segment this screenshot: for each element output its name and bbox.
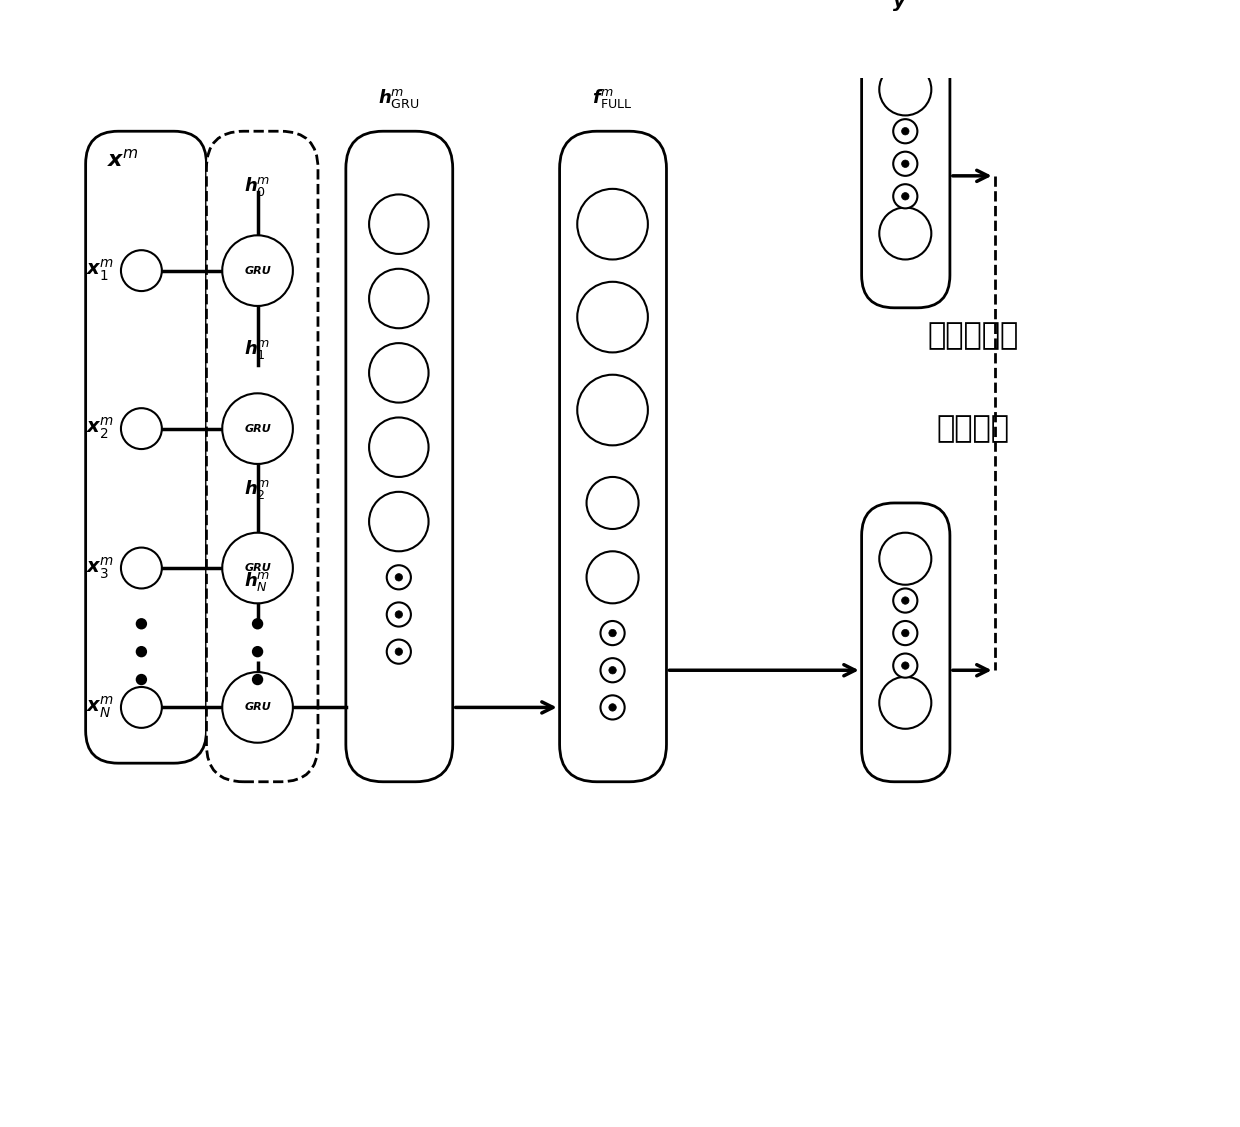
Circle shape: [136, 619, 146, 629]
Text: $\hat{\boldsymbol{y}}^m$: $\hat{\boldsymbol{y}}^m$: [892, 0, 919, 15]
Circle shape: [232, 245, 284, 296]
Text: $\boldsymbol{x}_{1}^{m}$: $\boldsymbol{x}_{1}^{m}$: [86, 258, 114, 283]
Circle shape: [600, 621, 625, 645]
Circle shape: [370, 343, 429, 402]
Circle shape: [600, 695, 625, 719]
FancyBboxPatch shape: [86, 131, 206, 763]
Circle shape: [893, 654, 918, 677]
Circle shape: [578, 282, 647, 353]
Text: GRU: GRU: [244, 702, 270, 712]
Circle shape: [893, 588, 918, 613]
Circle shape: [901, 662, 909, 669]
Text: GRU: GRU: [244, 266, 270, 276]
Circle shape: [587, 551, 639, 603]
Circle shape: [609, 629, 616, 637]
FancyBboxPatch shape: [862, 503, 950, 782]
Text: 损失函数: 损失函数: [936, 414, 1009, 443]
Circle shape: [222, 672, 293, 743]
Circle shape: [387, 603, 410, 627]
Circle shape: [122, 408, 162, 449]
FancyBboxPatch shape: [206, 131, 317, 782]
Circle shape: [370, 268, 429, 328]
Circle shape: [136, 647, 146, 656]
Circle shape: [901, 160, 909, 168]
Text: $\boldsymbol{h}_{0}^{m}$: $\boldsymbol{h}_{0}^{m}$: [244, 176, 270, 198]
FancyBboxPatch shape: [862, 29, 950, 308]
Text: $\boldsymbol{h}_{N}^{m}$: $\boldsymbol{h}_{N}^{m}$: [244, 570, 270, 594]
Text: GRU: GRU: [244, 564, 270, 573]
Circle shape: [600, 658, 625, 682]
Circle shape: [370, 195, 429, 254]
Circle shape: [901, 193, 909, 199]
FancyBboxPatch shape: [559, 131, 666, 782]
Text: GRU: GRU: [244, 424, 270, 434]
Circle shape: [253, 619, 262, 629]
Circle shape: [241, 411, 274, 445]
Circle shape: [396, 648, 403, 656]
Circle shape: [893, 119, 918, 143]
Circle shape: [222, 533, 293, 603]
Circle shape: [370, 491, 429, 551]
Circle shape: [241, 254, 274, 287]
Circle shape: [387, 566, 410, 589]
Circle shape: [370, 417, 429, 477]
Text: $\boldsymbol{h}_{1}^{m}$: $\boldsymbol{h}_{1}^{m}$: [244, 338, 270, 361]
Circle shape: [893, 152, 918, 176]
Circle shape: [222, 236, 293, 305]
Text: $\boldsymbol{x}_{N}^{m}$: $\boldsymbol{x}_{N}^{m}$: [86, 694, 114, 720]
Circle shape: [587, 477, 639, 529]
Text: $\boldsymbol{x}^m$: $\boldsymbol{x}^m$: [107, 148, 139, 170]
Circle shape: [396, 574, 403, 582]
Text: $\boldsymbol{h}_{2}^{m}$: $\boldsymbol{h}_{2}^{m}$: [244, 478, 270, 500]
Circle shape: [122, 250, 162, 291]
Text: $\boldsymbol{x}_{3}^{m}$: $\boldsymbol{x}_{3}^{m}$: [86, 556, 114, 580]
Circle shape: [893, 621, 918, 645]
Text: $\boldsymbol{x}_{2}^{m}$: $\boldsymbol{x}_{2}^{m}$: [86, 416, 114, 442]
Circle shape: [232, 682, 284, 734]
Circle shape: [387, 640, 410, 664]
Circle shape: [893, 184, 918, 208]
Circle shape: [136, 675, 146, 684]
Circle shape: [901, 127, 909, 135]
Circle shape: [122, 687, 162, 728]
Circle shape: [578, 189, 647, 259]
Circle shape: [241, 551, 274, 585]
Circle shape: [232, 542, 284, 594]
Circle shape: [901, 629, 909, 637]
Circle shape: [879, 207, 931, 259]
Circle shape: [578, 374, 647, 445]
Circle shape: [222, 393, 293, 464]
Text: 适应性校正: 适应性校正: [928, 321, 1019, 350]
FancyBboxPatch shape: [346, 131, 453, 782]
Circle shape: [879, 533, 931, 585]
Circle shape: [253, 675, 262, 684]
Circle shape: [253, 647, 262, 656]
Circle shape: [396, 611, 403, 619]
Text: $\boldsymbol{h}_{\mathrm{GRU}}^m$: $\boldsymbol{h}_{\mathrm{GRU}}^m$: [378, 87, 419, 110]
Circle shape: [609, 703, 616, 711]
Circle shape: [232, 402, 284, 454]
Circle shape: [241, 691, 274, 725]
Circle shape: [879, 676, 931, 729]
Circle shape: [879, 63, 931, 115]
Circle shape: [901, 597, 909, 604]
Circle shape: [122, 548, 162, 588]
Text: $\boldsymbol{f}_{\mathrm{FULL}}^m$: $\boldsymbol{f}_{\mathrm{FULL}}^m$: [593, 87, 632, 110]
Circle shape: [609, 666, 616, 674]
